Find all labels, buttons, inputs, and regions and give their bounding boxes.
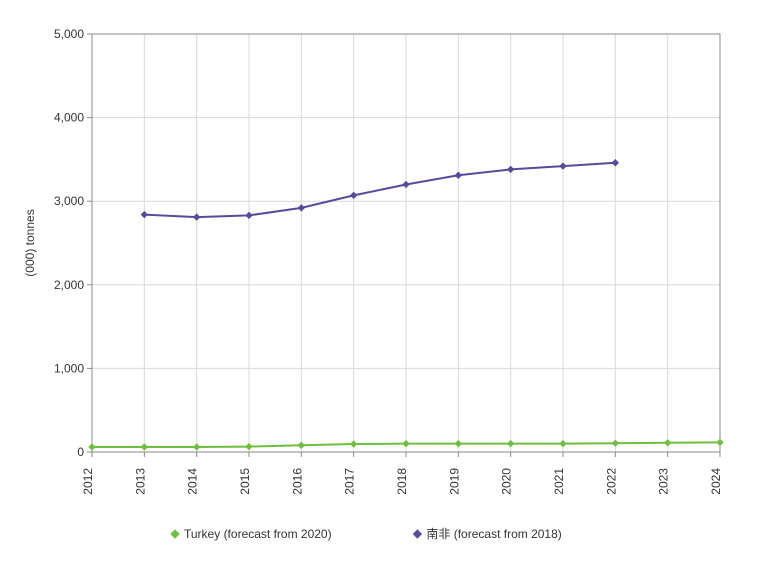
x-tick-label: 2012 (81, 468, 95, 495)
x-tick-label: 2019 (447, 468, 461, 495)
x-tick-label: 2015 (238, 468, 252, 495)
y-tick-label: 2,000 (54, 278, 84, 292)
chart-svg: 0 1,000 2,000 3,000 4,000 5,000 2012 2013 2014 20… (0, 0, 768, 576)
x-tick-label: 2023 (657, 468, 671, 495)
x-tick-label: 2021 (552, 468, 566, 495)
x-tick-label: 2024 (709, 468, 723, 495)
y-tick-label: 0 (77, 445, 84, 459)
x-tick-label: 2013 (133, 468, 147, 495)
x-tick-label: 2018 (395, 468, 409, 495)
chart-container: { "chart": { "type": "line", "width": 76… (0, 0, 768, 576)
y-tick-label: 1,000 (54, 361, 84, 375)
y-axis-title: (000) tonnes (23, 209, 37, 276)
y-tick-label: 4,000 (54, 111, 84, 125)
legend-label: Turkey (forecast from 2020) (184, 527, 332, 541)
x-tick-label: 2020 (500, 468, 514, 495)
x-tick-label: 2022 (604, 468, 618, 495)
legend-label: 南非 (forecast from 2018) (426, 526, 561, 541)
x-tick-label: 2014 (186, 468, 200, 495)
x-tick-label: 2016 (290, 468, 304, 495)
y-tick-label: 5,000 (54, 27, 84, 41)
y-tick-label: 3,000 (54, 194, 84, 208)
x-tick-label: 2017 (343, 468, 357, 495)
